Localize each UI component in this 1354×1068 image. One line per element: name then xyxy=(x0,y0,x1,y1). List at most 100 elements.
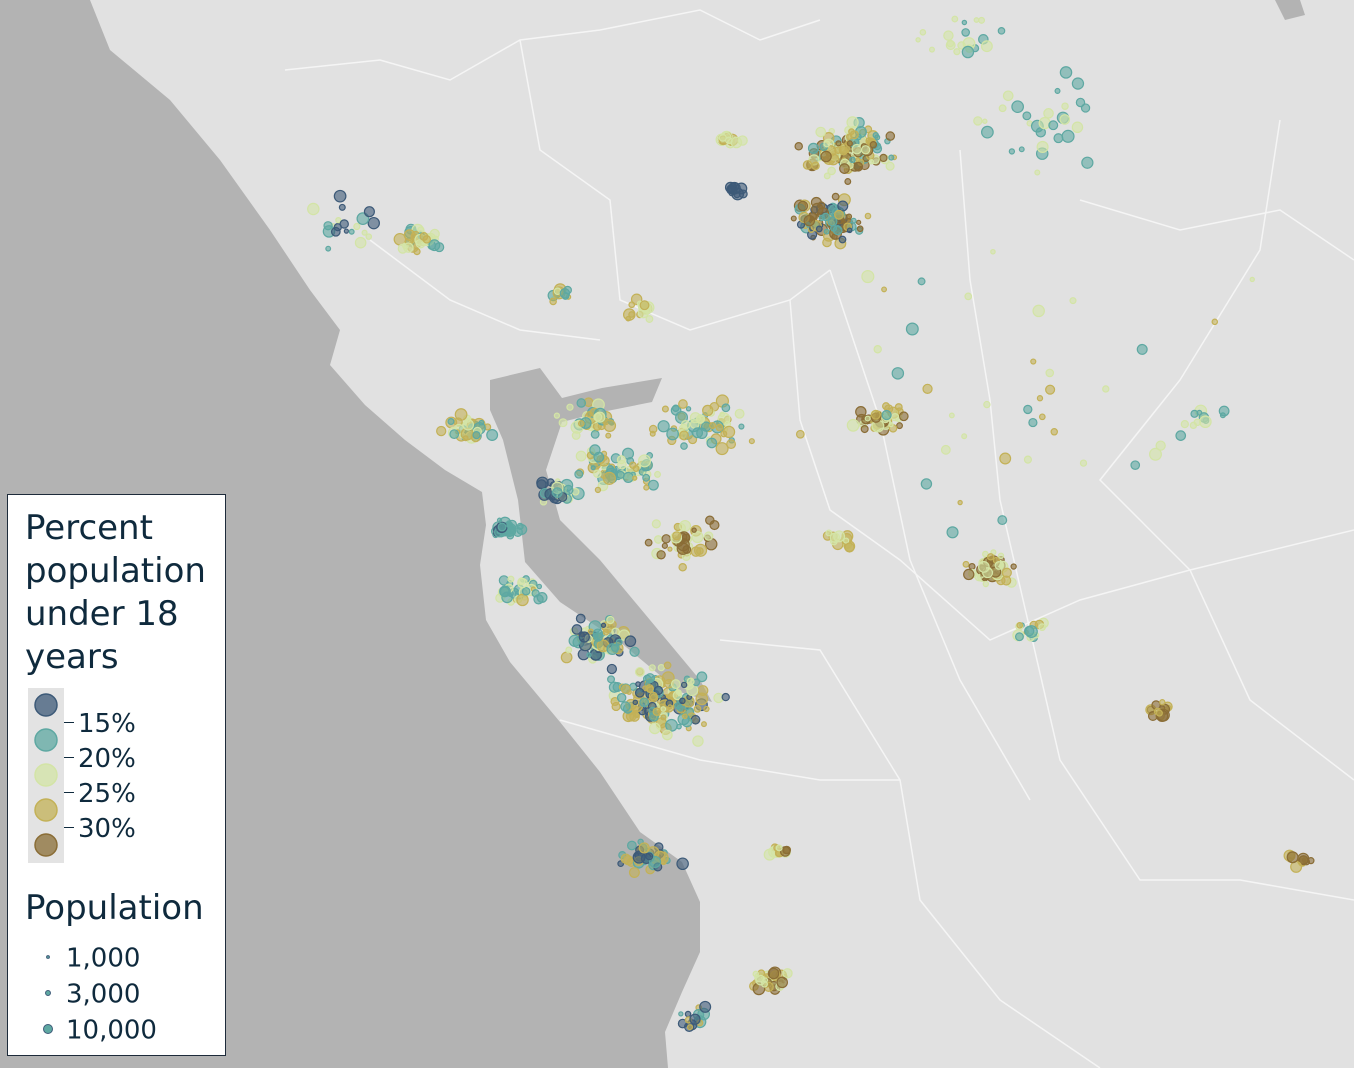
map-dot xyxy=(632,699,639,706)
boundary xyxy=(1079,199,1354,261)
boundary xyxy=(1098,119,1354,781)
map-dot xyxy=(434,242,445,253)
map-dot xyxy=(606,663,618,675)
map-dot xyxy=(517,577,526,586)
map-dot xyxy=(648,722,661,735)
map-dot xyxy=(563,484,574,496)
map-dot xyxy=(1010,563,1017,570)
map-dot xyxy=(586,411,593,418)
map-dot xyxy=(782,845,791,855)
map-dot xyxy=(1180,419,1189,429)
map-dot xyxy=(997,552,1005,559)
map-dot xyxy=(607,675,616,684)
map-dot xyxy=(632,850,646,864)
map-dot xyxy=(951,15,959,23)
map-dot xyxy=(454,408,468,421)
map-dot xyxy=(709,520,720,531)
legend: Percent population under 18 years Popula… xyxy=(7,494,226,1056)
map-dot xyxy=(671,404,680,412)
map-dot xyxy=(642,473,651,482)
map-dot xyxy=(693,705,702,713)
map-dot xyxy=(1102,385,1110,393)
map-dot xyxy=(943,30,954,41)
map-dot xyxy=(593,412,603,422)
map-dot xyxy=(690,714,701,725)
map-dot xyxy=(496,517,503,523)
map-dot xyxy=(566,403,574,411)
map-dot xyxy=(587,628,594,635)
map-dot xyxy=(1015,632,1024,642)
map-dot xyxy=(620,684,631,695)
map-dot xyxy=(700,721,707,728)
map-dot xyxy=(553,412,561,419)
map-dot xyxy=(661,671,675,685)
map-dot xyxy=(794,142,803,151)
map-dot xyxy=(626,840,637,851)
map-dot xyxy=(982,550,989,558)
map-dot xyxy=(868,159,875,165)
map-dot xyxy=(987,553,995,561)
map-dot xyxy=(980,40,993,53)
map-dot xyxy=(957,499,963,506)
map-dot xyxy=(653,685,664,696)
map-dot xyxy=(657,420,670,433)
map-dot xyxy=(1071,121,1084,134)
map-dot xyxy=(830,224,838,232)
map-dot xyxy=(325,245,332,252)
map-dot xyxy=(638,842,650,854)
map-dot xyxy=(917,277,926,286)
map-dot xyxy=(825,529,833,537)
map-dot xyxy=(686,1024,694,1031)
map-dot xyxy=(1008,148,1016,155)
boundary xyxy=(959,149,1001,501)
map-dot xyxy=(726,439,737,450)
map-dot xyxy=(982,118,988,124)
map-dot xyxy=(928,46,935,53)
map-dot xyxy=(549,297,557,306)
map-dot xyxy=(616,470,625,479)
boundary xyxy=(369,239,601,341)
map-dot xyxy=(846,213,853,220)
map-dot xyxy=(361,229,368,236)
map-dot xyxy=(632,465,640,473)
map-dot xyxy=(1059,66,1073,79)
map-dot xyxy=(815,126,827,138)
map-dot xyxy=(922,383,933,394)
map-dot xyxy=(709,421,717,430)
map-dot xyxy=(353,222,361,231)
map-dot xyxy=(657,663,665,672)
map-dot xyxy=(838,145,849,156)
map-dot xyxy=(472,431,481,440)
map-dot xyxy=(851,143,863,155)
map-dot xyxy=(1079,459,1088,467)
map-dot xyxy=(1011,100,1024,114)
map-dot xyxy=(1069,297,1077,305)
map-dot xyxy=(1038,413,1046,421)
map-dot xyxy=(644,673,656,684)
map-dot xyxy=(675,689,682,696)
map-dot xyxy=(645,315,654,323)
map-dot xyxy=(462,419,475,431)
map-dot xyxy=(839,163,850,174)
map-dot xyxy=(677,1018,688,1029)
map-dot xyxy=(1193,418,1202,427)
map-dot xyxy=(715,423,724,432)
map-dot xyxy=(672,531,682,541)
map-dot xyxy=(831,192,840,201)
map-dot xyxy=(861,270,875,284)
size-swatch xyxy=(43,1024,53,1034)
map-dot xyxy=(721,692,730,702)
map-dot xyxy=(679,430,690,441)
map-dot xyxy=(648,424,658,434)
map-dot xyxy=(616,692,627,703)
map-dot xyxy=(953,48,961,56)
map-dot xyxy=(680,442,688,450)
map-dot xyxy=(447,418,455,426)
map-dot xyxy=(702,404,714,417)
map-dot xyxy=(1022,111,1032,121)
map-dot xyxy=(590,429,600,439)
map-dot xyxy=(834,209,844,220)
map-dot xyxy=(1034,169,1041,176)
map-dot xyxy=(1155,709,1163,717)
